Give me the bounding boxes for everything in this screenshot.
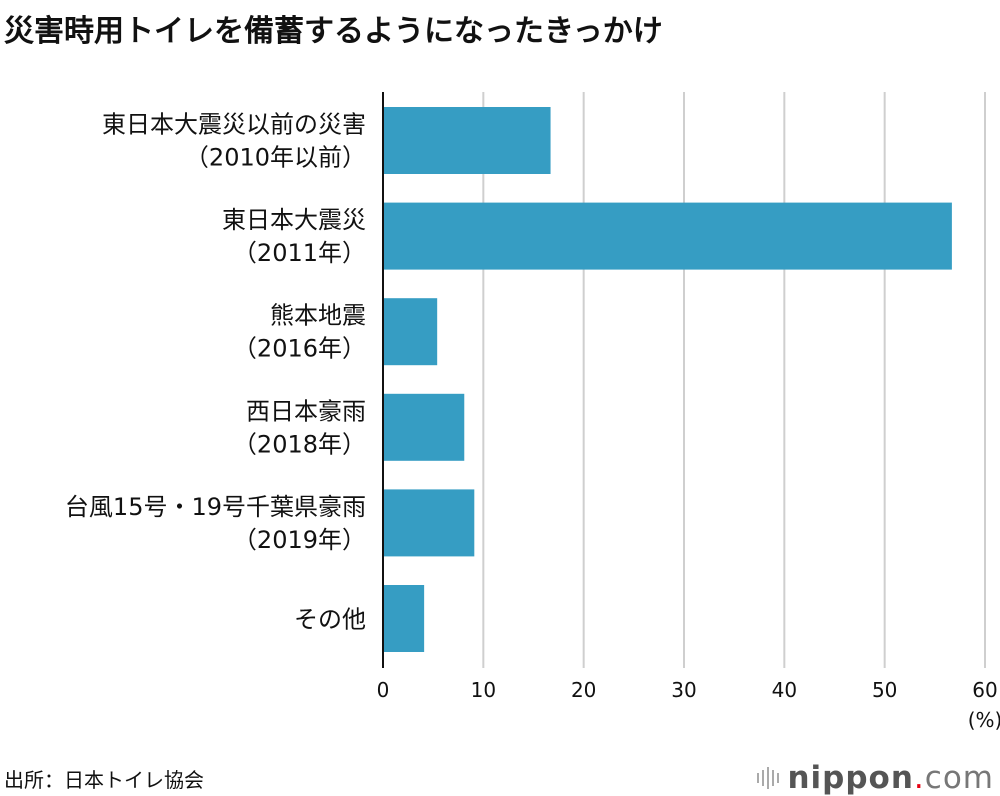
category-label: （2011年）	[233, 239, 366, 267]
bar	[383, 585, 425, 652]
category-label: 熊本地震	[270, 302, 366, 330]
x-tick-label: 60	[972, 678, 997, 702]
category-label: 東日本大震災以前の災害	[102, 111, 366, 139]
x-axis-label: (%)	[968, 708, 1000, 732]
logo-bars-icon	[757, 767, 780, 789]
category-label: （2019年）	[233, 526, 366, 554]
chart-title: 災害時用トイレを備蓄するようになったきっかけ	[4, 14, 663, 49]
category-label: 東日本大震災	[222, 206, 366, 234]
x-tick-label: 40	[772, 678, 797, 702]
category-label: （2016年）	[233, 335, 366, 363]
nippon-logo: nippon.com	[757, 760, 994, 796]
bar	[383, 393, 465, 461]
category-label: （2010年以前）	[185, 144, 366, 172]
x-tick-label: 10	[471, 678, 496, 702]
category-label: 西日本豪雨	[246, 397, 366, 425]
bar	[383, 202, 952, 270]
logo-suffix: com	[924, 760, 994, 796]
category-label: 台風15号・19号千葉県豪雨	[65, 493, 366, 521]
category-label: （2018年）	[233, 430, 366, 458]
x-tick-label: 50	[872, 678, 897, 702]
category-label: その他	[294, 606, 366, 634]
bar	[383, 489, 475, 557]
logo-name: nippon	[787, 760, 914, 796]
bar	[383, 298, 438, 366]
logo-dot: .	[913, 760, 925, 796]
x-tick-label: 20	[571, 678, 596, 702]
source-note: 出所：日本トイレ協会	[4, 768, 204, 792]
bar	[383, 107, 551, 174]
x-tick-label: 0	[377, 678, 390, 702]
x-tick-label: 30	[671, 678, 696, 702]
